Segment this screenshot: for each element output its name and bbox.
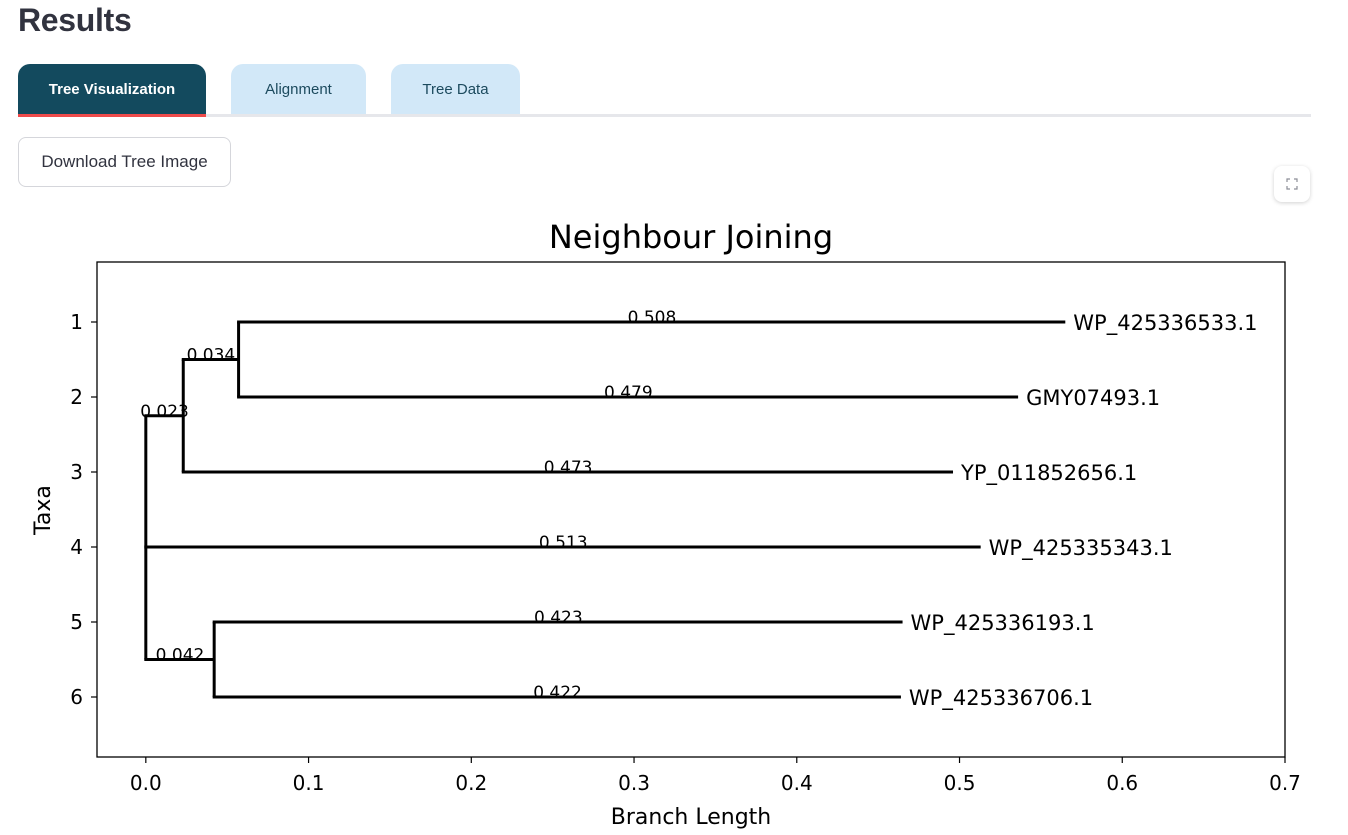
tab-tree-visualization[interactable]: Tree Visualization — [18, 64, 206, 117]
leaf-label: GMY07493.1 — [1026, 386, 1160, 410]
x-tick-label: 0.5 — [944, 771, 976, 795]
x-tick-label: 0.7 — [1269, 771, 1301, 795]
leaf-label: WP_425335343.1 — [989, 536, 1173, 561]
result-tabs: Tree Visualization Alignment Tree Data — [18, 64, 1311, 117]
branch-length-label: 0.423 — [534, 608, 583, 628]
expand-icon — [1286, 178, 1298, 190]
branch-length-label: 0.422 — [533, 683, 582, 703]
x-tick-label: 0.4 — [781, 771, 813, 795]
x-tick-label: 0.2 — [455, 771, 487, 795]
leaf-label: YP_011852656.1 — [960, 461, 1137, 486]
y-tick-label: 1 — [70, 310, 83, 334]
branch-length-label: 0.479 — [604, 383, 653, 403]
branch-length-label: 0.508 — [628, 308, 677, 328]
fullscreen-button[interactable] — [1274, 166, 1310, 202]
leaf-label: WP_425336533.1 — [1073, 311, 1257, 336]
tab-bar-divider — [18, 114, 1311, 117]
leaf-label: WP_425336193.1 — [911, 611, 1095, 636]
branch-length-label: 0.034 — [187, 346, 236, 366]
y-tick-label: 6 — [70, 685, 83, 709]
x-tick-label: 0.0 — [130, 771, 162, 795]
chart-title: Neighbour Joining — [549, 218, 833, 256]
plot-frame — [96, 261, 1286, 758]
y-tick-label: 3 — [70, 460, 83, 484]
y-tick-label: 4 — [70, 535, 83, 559]
tab-tree-data[interactable]: Tree Data — [391, 64, 520, 114]
y-tick-label: 2 — [70, 385, 83, 409]
download-tree-image-button[interactable]: Download Tree Image — [18, 137, 231, 187]
x-tick-label: 0.3 — [618, 771, 650, 795]
y-axis-label: Taxa — [31, 485, 56, 536]
x-axis-label: Branch Length — [611, 805, 771, 830]
y-tick-label: 5 — [70, 610, 83, 634]
page-title: Results — [18, 2, 132, 38]
branch-length-label: 0.023 — [140, 402, 189, 422]
branch-length-label: 0.473 — [544, 458, 593, 478]
tab-alignment[interactable]: Alignment — [231, 64, 366, 114]
leaf-label: WP_425336706.1 — [909, 686, 1093, 711]
branch-length-label: 0.513 — [539, 533, 588, 553]
tree-chart: 0.0 0.1 0.2 0.3 0.4 0.5 0.6 0.7 1 2 3 4 5 6 0.023 0.03… — [31, 218, 1301, 830]
x-tick-label: 0.1 — [293, 771, 325, 795]
x-tick-label: 0.6 — [1106, 771, 1138, 795]
branch-length-label: 0.042 — [156, 646, 205, 666]
